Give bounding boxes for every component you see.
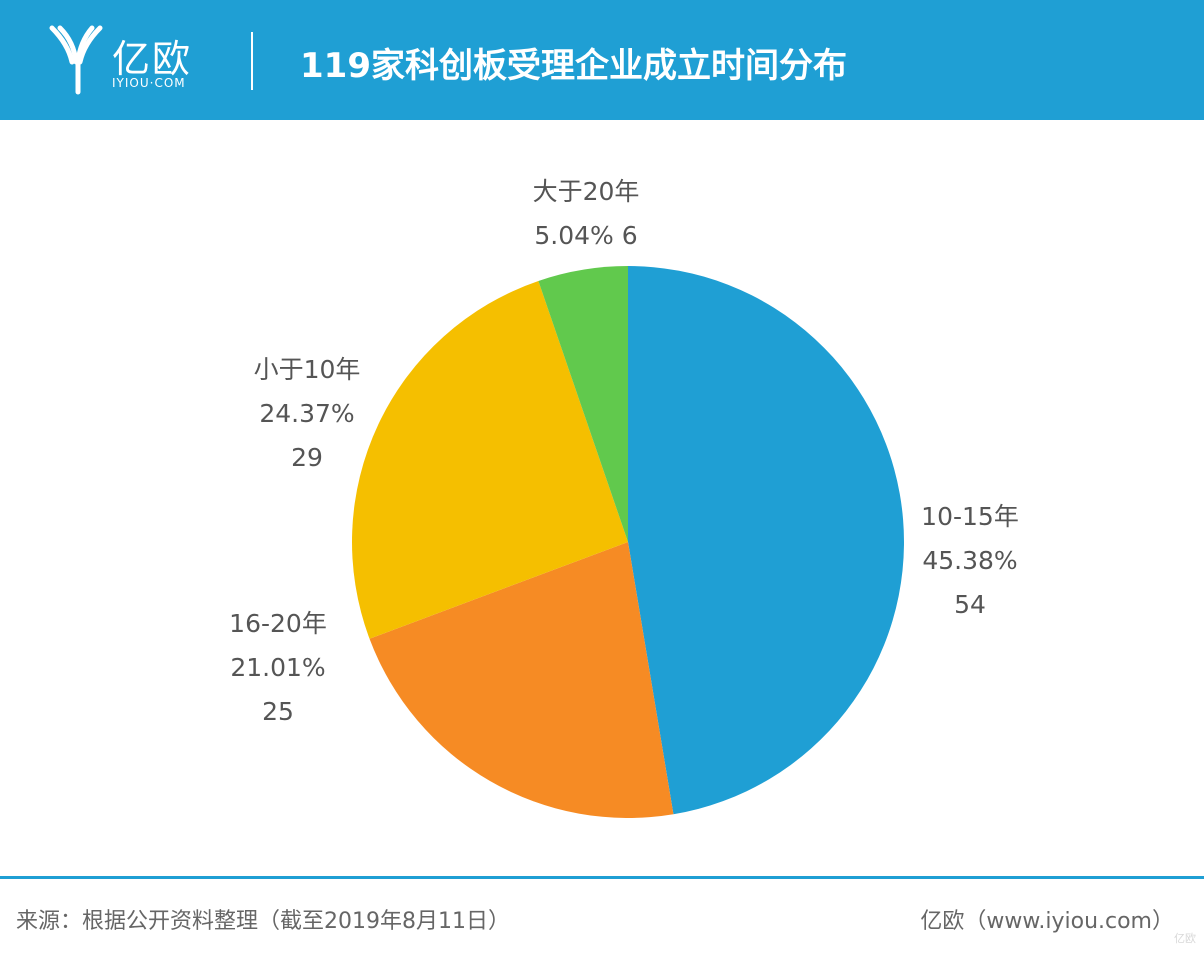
header-banner: 亿欧 IYIOU·COM 119家科创板受理企业成立时间分布 [0,0,1204,120]
page-title: 119家科创板受理企业成立时间分布 [300,46,847,86]
pie-slice [538,266,628,542]
brand-credit: 亿欧（www.iyiou.com） [920,909,1174,934]
slice-label: 小于10年 24.37% 29 [254,355,361,472]
pie-slice [352,280,628,639]
slice-label: 16-20年 21.01% 25 [229,609,327,726]
footer-divider [0,876,1204,879]
logo-subtext: IYIOU·COM [112,76,186,90]
watermark: 亿欧 [1174,932,1196,945]
header-divider [251,32,253,90]
logo-text: 亿欧 [112,37,193,81]
pie-slice [628,266,904,815]
iyiou-logo-icon [49,25,103,95]
source-note: 来源：根据公开资料整理（截至2019年8月11日） [16,909,510,934]
pie-chart: 10-15年 45.38% 54 16-20年 21.01% 25 小于10年 24.37% 2… [229,177,1019,818]
pie-slice [369,542,674,818]
slice-label: 大于20年 5.04% 6 [533,177,640,250]
slice-label: 10-15年 45.38% 54 [921,502,1019,619]
